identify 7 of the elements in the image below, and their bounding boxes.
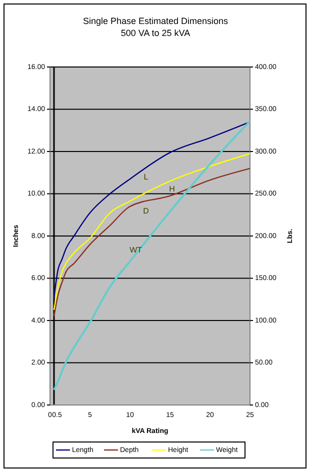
line-series [53,120,251,391]
chart-subtitle: 500 VA to 25 kVA [120,28,190,38]
annotation: H [169,184,176,194]
annotation: D [143,206,150,216]
annotation: WT [130,246,142,255]
annotation: L [144,172,149,182]
chart-title: Single Phase Estimated Dimensions [82,16,229,26]
